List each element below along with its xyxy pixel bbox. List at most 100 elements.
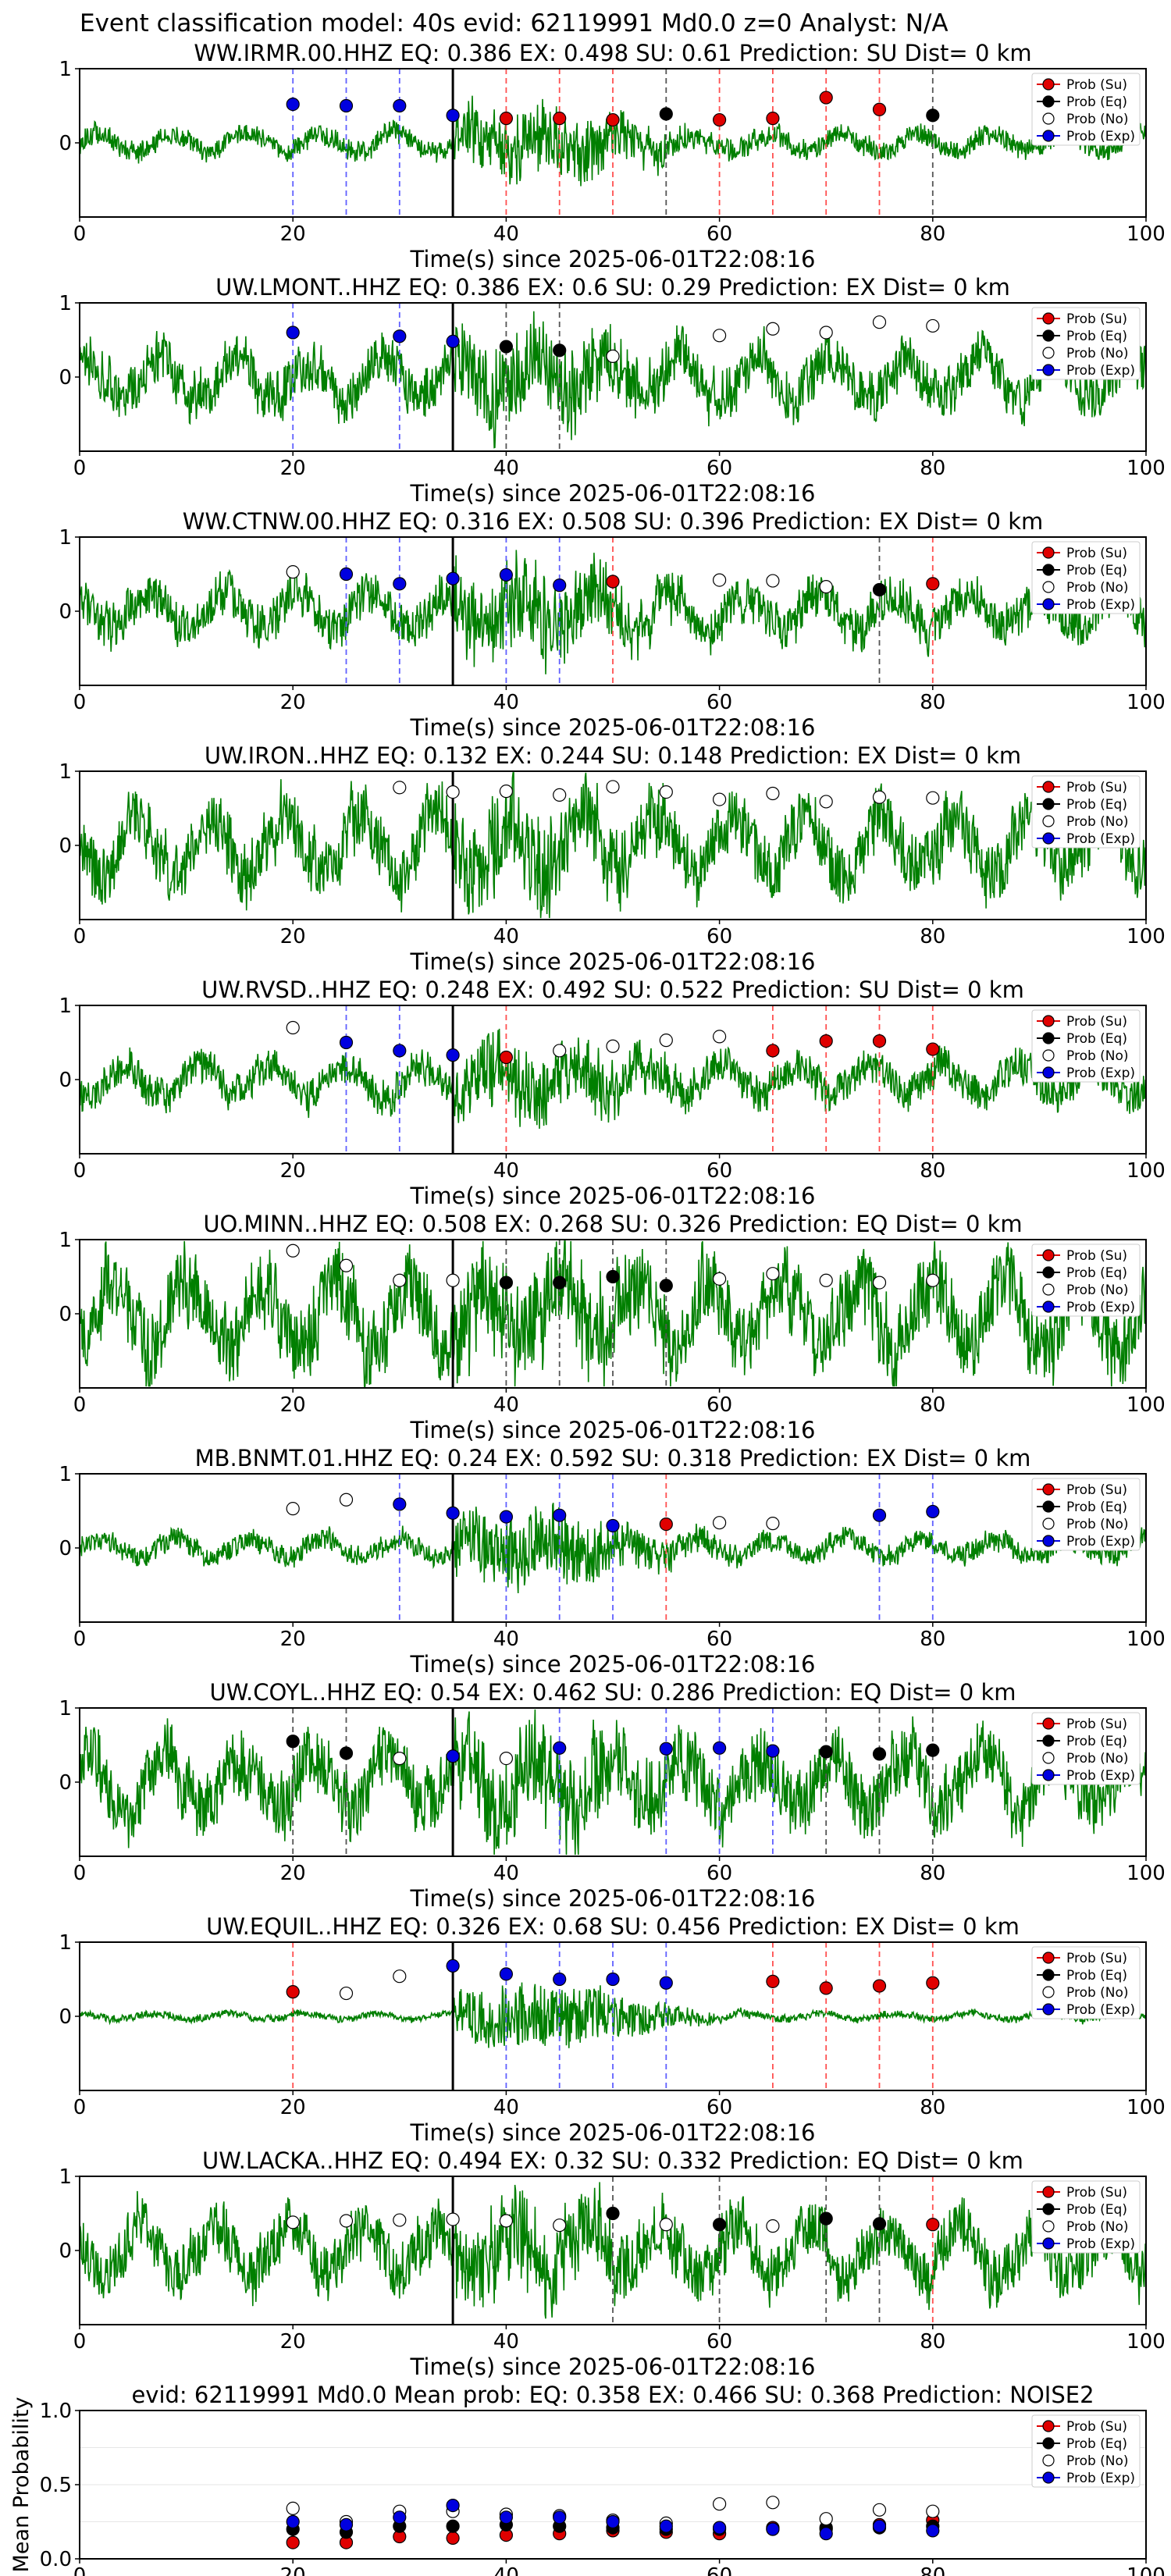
mean-prob-point-eq bbox=[446, 2519, 460, 2533]
prob-point-eq bbox=[659, 107, 673, 121]
waveform-trace bbox=[79, 772, 1147, 919]
prob-point-no bbox=[712, 573, 727, 587]
prob-point-exp bbox=[872, 1508, 887, 1522]
prob-point-no bbox=[926, 791, 940, 805]
prob-point-su bbox=[606, 112, 620, 127]
panel-title: UO.MINN..HHZ EQ: 0.508 EX: 0.268 SU: 0.3… bbox=[203, 1211, 1022, 1237]
legend-label-eq: Prob (Eq) bbox=[1066, 94, 1127, 110]
legend-marker-eq bbox=[1042, 798, 1055, 810]
y-tick-label: 0 bbox=[59, 1537, 72, 1560]
x-tick-label: 100 bbox=[1127, 2096, 1166, 2119]
legend-marker-exp bbox=[1042, 1535, 1055, 1547]
prob-point-exp bbox=[446, 571, 460, 585]
legend-label-su: Prob (Su) bbox=[1066, 2419, 1127, 2435]
x-axis-label: Time(s) since 2025-06-01T22:08:16 bbox=[410, 1885, 816, 1912]
prob-point-exp bbox=[606, 1972, 620, 1987]
panel-2: WW.CTNW.00.HHZ EQ: 0.316 EX: 0.508 SU: 0… bbox=[59, 508, 1165, 741]
prob-point-su bbox=[766, 1044, 780, 1058]
legend-label-su: Prob (Su) bbox=[1066, 311, 1127, 327]
legend-marker-eq bbox=[1042, 329, 1055, 342]
legend-label-su: Prob (Su) bbox=[1066, 1014, 1127, 1030]
prob-point-eq bbox=[286, 1735, 300, 1749]
prob-point-eq bbox=[606, 2206, 620, 2221]
legend-marker-exp bbox=[1042, 130, 1055, 142]
legend-label-exp: Prob (Exp) bbox=[1066, 1300, 1135, 1315]
prob-point-exp bbox=[659, 1976, 673, 1990]
mean-prob-point-exp bbox=[819, 2527, 833, 2541]
x-tick-label: 0 bbox=[73, 1159, 87, 1183]
legend-box bbox=[1031, 2180, 1141, 2254]
y-tick-label: 1 bbox=[59, 760, 72, 784]
prob-point-exp bbox=[446, 109, 460, 123]
prob-point-su bbox=[926, 577, 940, 591]
mean-prob-point-exp bbox=[393, 2510, 407, 2524]
prob-point-exp bbox=[446, 1048, 460, 1062]
x-tick-label: 0 bbox=[73, 457, 87, 480]
x-tick-label: 60 bbox=[707, 222, 732, 246]
prob-point-su bbox=[819, 91, 833, 105]
legend-label-eq: Prob (Eq) bbox=[1066, 1265, 1127, 1281]
x-axis-label: Time(s) since 2025-06-01T22:08:16 bbox=[410, 948, 816, 975]
x-tick-label: 40 bbox=[493, 1628, 519, 1651]
prob-point-exp bbox=[446, 1506, 460, 1520]
legend-marker-no bbox=[1042, 1986, 1055, 1998]
x-tick-label: 0 bbox=[73, 691, 87, 714]
prob-point-no bbox=[766, 322, 780, 336]
mean-prob-point-exp bbox=[766, 2522, 780, 2536]
x-tick-label: 0 bbox=[73, 2330, 87, 2354]
prob-point-exp bbox=[712, 1741, 727, 1755]
x-tick-label: 20 bbox=[280, 1628, 306, 1651]
mean-prob-point-exp bbox=[286, 2514, 300, 2529]
panel-title: UW.LACKA..HHZ EQ: 0.494 EX: 0.32 SU: 0.3… bbox=[202, 2147, 1023, 2174]
panels: WW.IRMR.00.HHZ EQ: 0.386 EX: 0.498 SU: 0… bbox=[9, 40, 1166, 2576]
x-axis-label: Time(s) since 2025-06-01T22:08:16 bbox=[410, 480, 816, 507]
legend-label-eq: Prob (Eq) bbox=[1066, 563, 1127, 578]
panel-title: UW.EQUIL..HHZ EQ: 0.326 EX: 0.68 SU: 0.4… bbox=[206, 1913, 1020, 1940]
legend-label-exp: Prob (Exp) bbox=[1066, 1066, 1135, 1081]
legend-label-eq: Prob (Eq) bbox=[1066, 797, 1127, 813]
mean-prob-point-exp bbox=[872, 2519, 887, 2533]
legend-box bbox=[1031, 307, 1141, 380]
y-tick-label: 0 bbox=[59, 2005, 72, 2029]
prob-point-eq bbox=[553, 1276, 567, 1290]
mean-prob-point-exp bbox=[606, 2514, 620, 2529]
mean-prob-point-no bbox=[766, 2496, 780, 2510]
x-tick-label: 100 bbox=[1127, 457, 1166, 480]
x-tick-label: 20 bbox=[280, 2564, 306, 2576]
legend-box bbox=[1031, 541, 1141, 614]
legend-box bbox=[1031, 1712, 1141, 1785]
prob-point-exp bbox=[393, 98, 407, 113]
x-tick-label: 60 bbox=[707, 1862, 732, 1885]
prob-point-no bbox=[286, 2215, 300, 2229]
x-tick-label: 100 bbox=[1127, 1862, 1166, 1885]
x-tick-label: 60 bbox=[707, 457, 732, 480]
legend-label-no: Prob (No) bbox=[1066, 112, 1129, 127]
prob-point-exp bbox=[339, 1035, 354, 1050]
legend-marker-eq bbox=[1042, 1735, 1055, 1747]
legend-marker-su bbox=[1042, 312, 1055, 325]
prob-point-no bbox=[286, 1020, 300, 1035]
y-tick-label: 0 bbox=[59, 1069, 72, 1092]
x-tick-label: 0 bbox=[73, 222, 87, 246]
x-tick-label: 80 bbox=[920, 2564, 945, 2576]
prob-point-eq bbox=[819, 2211, 833, 2226]
prob-point-eq bbox=[499, 340, 514, 354]
legend-label-eq: Prob (Eq) bbox=[1066, 2436, 1127, 2452]
y-tick-label: 0 bbox=[59, 366, 72, 390]
legend-marker-no bbox=[1042, 815, 1055, 827]
prob-point-su bbox=[926, 2218, 940, 2232]
mean-prob-point-no bbox=[712, 2497, 727, 2511]
mean-prob-point-exp bbox=[339, 2517, 354, 2532]
prob-point-eq bbox=[872, 582, 887, 597]
mean-prob-point-exp bbox=[926, 2524, 940, 2538]
panel-title: UW.COYL..HHZ EQ: 0.54 EX: 0.462 SU: 0.28… bbox=[209, 1679, 1016, 1706]
x-tick-label: 20 bbox=[280, 457, 306, 480]
prob-point-no bbox=[659, 785, 673, 799]
x-axis-label: Time(s) since 2025-06-01T22:08:16 bbox=[410, 1417, 816, 1443]
panel-7: UW.COYL..HHZ EQ: 0.54 EX: 0.462 SU: 0.28… bbox=[59, 1679, 1165, 1912]
prob-point-su bbox=[712, 112, 727, 127]
prob-point-exp bbox=[446, 334, 460, 348]
prob-point-no bbox=[499, 2214, 514, 2228]
prob-point-no bbox=[712, 329, 727, 343]
legend-marker-exp bbox=[1042, 2471, 1055, 2484]
